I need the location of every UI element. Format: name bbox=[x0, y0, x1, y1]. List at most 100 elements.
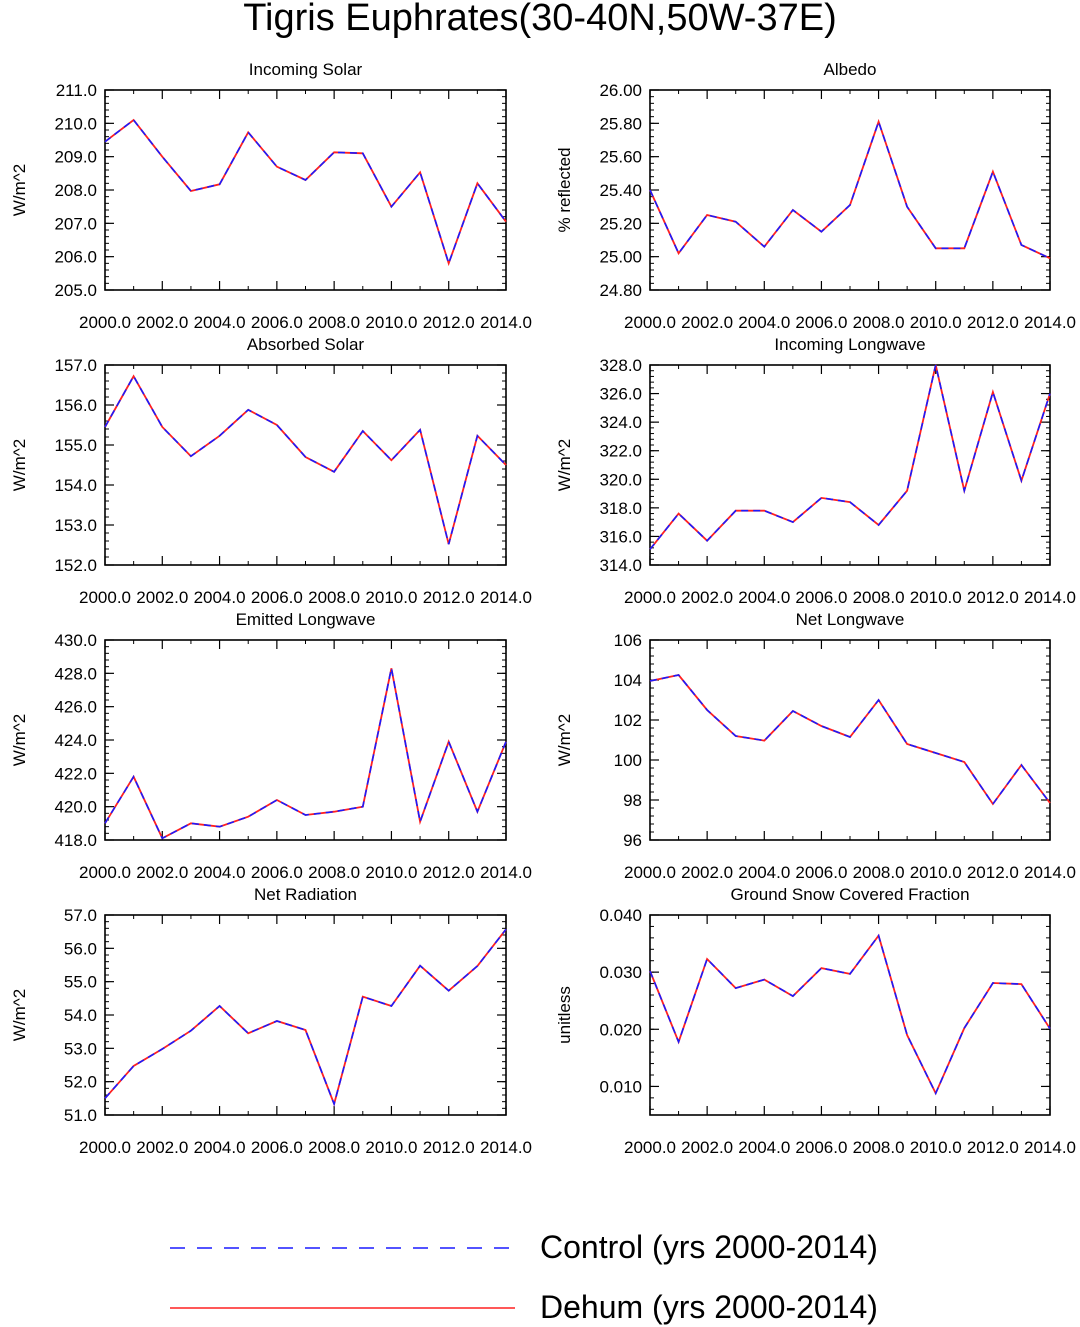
plot-frame bbox=[649, 639, 1051, 841]
y-axis-label: W/m^2 bbox=[10, 164, 29, 216]
plot-frame bbox=[104, 89, 507, 291]
x-tick-label: 2008.0 bbox=[308, 863, 360, 882]
series-line-control bbox=[104, 118, 507, 266]
x-tick-label: 2004.0 bbox=[738, 1138, 790, 1157]
y-axis-label: W/m^2 bbox=[10, 714, 29, 766]
plot-frame bbox=[104, 914, 507, 1116]
panel-title: Incoming Solar bbox=[249, 60, 363, 79]
x-tick-label: 2012.0 bbox=[967, 588, 1019, 607]
y-tick-label: 420.0 bbox=[54, 798, 97, 817]
series-line-dehum bbox=[104, 668, 507, 840]
y-tick-label: 205.0 bbox=[54, 281, 97, 300]
legend: Control (yrs 2000-2014) Dehum (yrs 2000-… bbox=[170, 1229, 878, 1325]
y-tick-label: 0.040 bbox=[599, 906, 642, 925]
x-tick-label: 2010.0 bbox=[365, 588, 417, 607]
series-line-dehum bbox=[104, 118, 507, 267]
y-tick-label: 26.00 bbox=[599, 81, 642, 100]
x-tick-label: 2004.0 bbox=[738, 313, 790, 332]
x-tick-label: 2010.0 bbox=[365, 313, 417, 332]
panel-title: Net Radiation bbox=[254, 885, 357, 904]
series-line-control bbox=[104, 668, 507, 840]
x-tick-label: 2006.0 bbox=[795, 1138, 847, 1157]
x-tick-label: 2008.0 bbox=[853, 313, 905, 332]
x-tick-label: 2008.0 bbox=[308, 313, 360, 332]
series-line-dehum bbox=[649, 674, 1051, 806]
series-line-control bbox=[649, 119, 1051, 260]
y-tick-label: 24.80 bbox=[599, 281, 642, 300]
y-axis-label: % reflected bbox=[555, 147, 574, 232]
series-line-control bbox=[649, 674, 1051, 806]
panel-title: Emitted Longwave bbox=[236, 610, 376, 629]
y-tick-label: 314.0 bbox=[599, 556, 642, 575]
y-tick-label: 210.0 bbox=[54, 114, 97, 133]
series-line-control bbox=[649, 933, 1051, 1096]
x-tick-label: 2008.0 bbox=[308, 1138, 360, 1157]
series-line-control bbox=[649, 364, 1051, 550]
x-tick-label: 2014.0 bbox=[480, 313, 532, 332]
series-line-dehum bbox=[649, 364, 1051, 550]
x-tick-label: 2004.0 bbox=[738, 863, 790, 882]
panel-3: Absorbed Solar W/m^2 152.0 153.0 154.0 155.0 1… bbox=[10, 335, 532, 607]
x-tick-label: 2012.0 bbox=[423, 1138, 475, 1157]
y-axis-label: W/m^2 bbox=[10, 989, 29, 1041]
x-tick-label: 2006.0 bbox=[251, 1138, 303, 1157]
y-tick-label: 25.00 bbox=[599, 248, 642, 267]
x-tick-label: 2002.0 bbox=[136, 1138, 188, 1157]
y-tick-label: 154.0 bbox=[54, 476, 97, 495]
plot-frame bbox=[649, 914, 1051, 1116]
x-tick-label: 2000.0 bbox=[79, 1138, 131, 1157]
x-tick-label: 2004.0 bbox=[194, 588, 246, 607]
x-tick-label: 2010.0 bbox=[910, 588, 962, 607]
series-line-dehum bbox=[104, 374, 507, 545]
y-tick-label: 0.010 bbox=[599, 1077, 642, 1096]
y-tick-label: 25.20 bbox=[599, 214, 642, 233]
x-tick-label: 2002.0 bbox=[681, 588, 733, 607]
y-tick-label: 54.0 bbox=[64, 1006, 97, 1025]
series-line-dehum bbox=[649, 118, 1051, 260]
series-line-dehum bbox=[649, 933, 1051, 1096]
y-tick-label: 25.80 bbox=[599, 114, 642, 133]
series-line-dehum bbox=[104, 928, 507, 1107]
x-tick-label: 2014.0 bbox=[480, 1138, 532, 1157]
x-tick-label: 2012.0 bbox=[423, 588, 475, 607]
x-tick-label: 2004.0 bbox=[194, 863, 246, 882]
x-tick-label: 2012.0 bbox=[423, 313, 475, 332]
x-tick-label: 2010.0 bbox=[365, 1138, 417, 1157]
y-axis-label: W/m^2 bbox=[555, 714, 574, 766]
plot-frame bbox=[104, 639, 507, 841]
x-tick-label: 2010.0 bbox=[910, 1138, 962, 1157]
x-tick-label: 2012.0 bbox=[967, 863, 1019, 882]
x-tick-label: 2008.0 bbox=[853, 588, 905, 607]
y-tick-label: 102 bbox=[614, 711, 642, 730]
y-tick-label: 428.0 bbox=[54, 664, 97, 683]
x-tick-label: 2002.0 bbox=[681, 313, 733, 332]
y-axis-label: W/m^2 bbox=[10, 439, 29, 491]
x-tick-label: 2002.0 bbox=[136, 863, 188, 882]
x-tick-label: 2012.0 bbox=[423, 863, 475, 882]
x-tick-label: 2006.0 bbox=[795, 313, 847, 332]
y-tick-label: 56.0 bbox=[64, 939, 97, 958]
y-tick-label: 100 bbox=[614, 751, 642, 770]
x-tick-label: 2012.0 bbox=[967, 1138, 1019, 1157]
x-tick-label: 2014.0 bbox=[1024, 1138, 1076, 1157]
y-tick-label: 55.0 bbox=[64, 973, 97, 992]
x-tick-label: 2008.0 bbox=[308, 588, 360, 607]
y-tick-label: 324.0 bbox=[599, 413, 642, 432]
plot-frame bbox=[649, 364, 1051, 566]
y-tick-label: 318.0 bbox=[599, 499, 642, 518]
x-tick-label: 2000.0 bbox=[624, 863, 676, 882]
panel-6: Net Longwave W/m^2 96 98 100 102 104 106 2000.0 2… bbox=[555, 610, 1076, 882]
x-tick-label: 2014.0 bbox=[480, 588, 532, 607]
x-tick-label: 2010.0 bbox=[910, 863, 962, 882]
y-tick-label: 422.0 bbox=[54, 764, 97, 783]
x-tick-label: 2014.0 bbox=[480, 863, 532, 882]
series-line-control bbox=[104, 374, 507, 545]
y-tick-label: 211.0 bbox=[56, 81, 97, 100]
x-tick-label: 2002.0 bbox=[681, 1138, 733, 1157]
y-tick-label: 208.0 bbox=[54, 181, 97, 200]
y-tick-label: 209.0 bbox=[54, 148, 97, 167]
x-tick-label: 2008.0 bbox=[853, 1138, 905, 1157]
panel-title: Ground Snow Covered Fraction bbox=[730, 885, 969, 904]
x-tick-label: 2000.0 bbox=[79, 313, 131, 332]
y-tick-label: 424.0 bbox=[54, 731, 97, 750]
